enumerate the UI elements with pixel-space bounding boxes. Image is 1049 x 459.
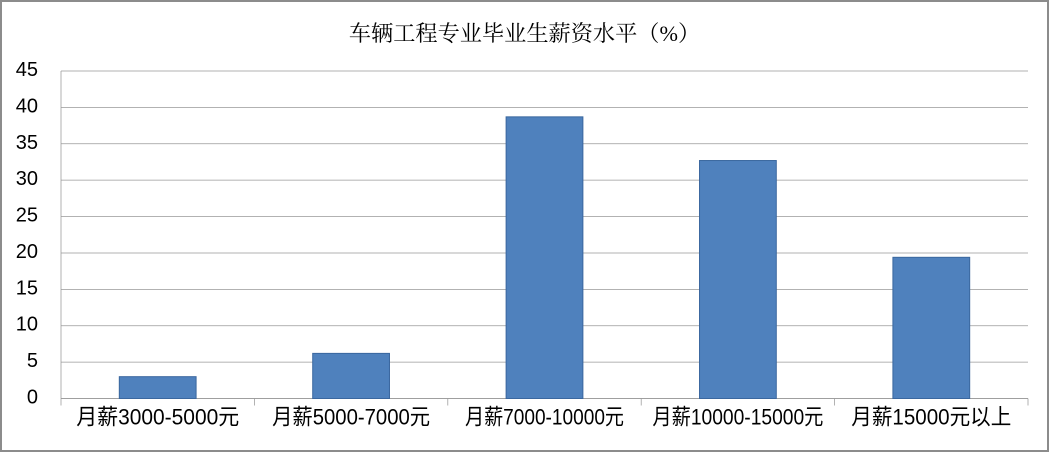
svg-text:10: 10 [16, 314, 38, 336]
svg-text:5: 5 [27, 350, 38, 372]
svg-text:35: 35 [16, 132, 38, 154]
svg-text:月薪7000-10000元: 月薪7000-10000元 [465, 405, 624, 430]
svg-text:月薪3000-5000元: 月薪3000-5000元 [76, 405, 239, 430]
svg-text:15: 15 [16, 277, 38, 299]
svg-text:45: 45 [16, 59, 38, 81]
svg-text:30: 30 [16, 168, 38, 190]
svg-text:20: 20 [16, 241, 38, 263]
svg-text:40: 40 [16, 95, 38, 117]
svg-text:25: 25 [16, 205, 38, 227]
svg-text:0: 0 [27, 387, 38, 409]
svg-text:月薪10000-15000元: 月薪10000-15000元 [652, 405, 823, 430]
svg-text:月薪5000-7000元: 月薪5000-7000元 [272, 405, 430, 430]
svg-text:月薪15000元以上: 月薪15000元以上 [851, 405, 1011, 430]
